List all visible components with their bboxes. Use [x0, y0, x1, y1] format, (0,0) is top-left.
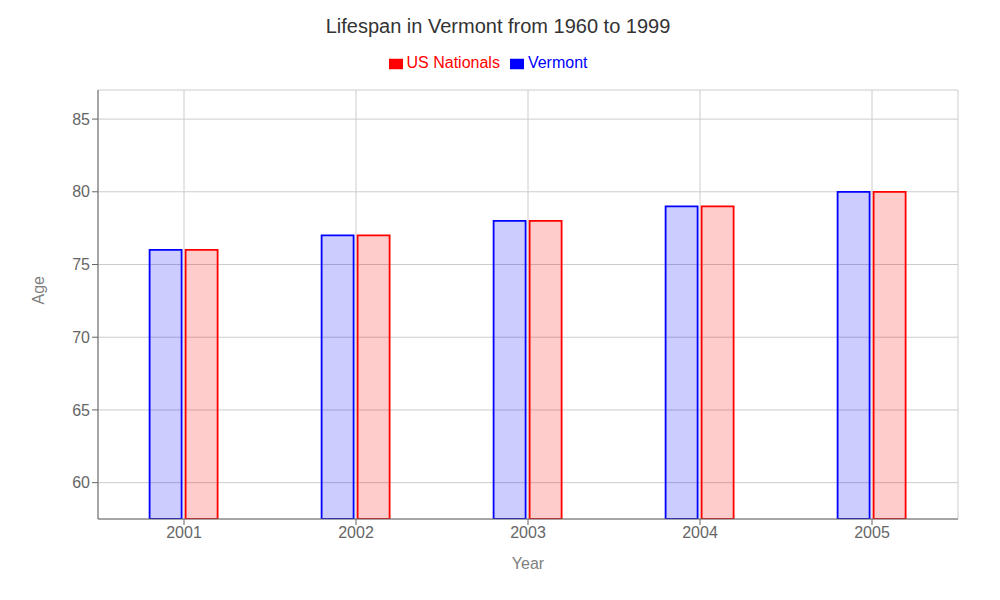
svg-text:2001: 2001: [166, 524, 202, 541]
html-text:Lifespan in Vermont from 1960: Lifespan in Vermont from 1960 to 1999: [325, 15, 671, 37]
svg-text:65: 65: [72, 402, 90, 419]
html-text:US Nationals: US Nationals: [406, 54, 500, 71]
svg-text:85: 85: [72, 111, 90, 128]
svg-text:70: 70: [72, 329, 90, 346]
svg-text:Year: Year: [512, 555, 545, 572]
svg-text:2004: 2004: [682, 524, 718, 541]
svg-text:2005: 2005: [854, 524, 890, 541]
svg-text:75: 75: [72, 256, 90, 273]
svg-text:Age: Age: [30, 276, 47, 305]
html-text:Vermont: Vermont: [527, 54, 588, 71]
svg-text:80: 80: [72, 183, 90, 200]
svg-text:60: 60: [72, 474, 90, 491]
svg-text:2002: 2002: [338, 524, 374, 541]
svg-text:2003: 2003: [510, 524, 546, 541]
